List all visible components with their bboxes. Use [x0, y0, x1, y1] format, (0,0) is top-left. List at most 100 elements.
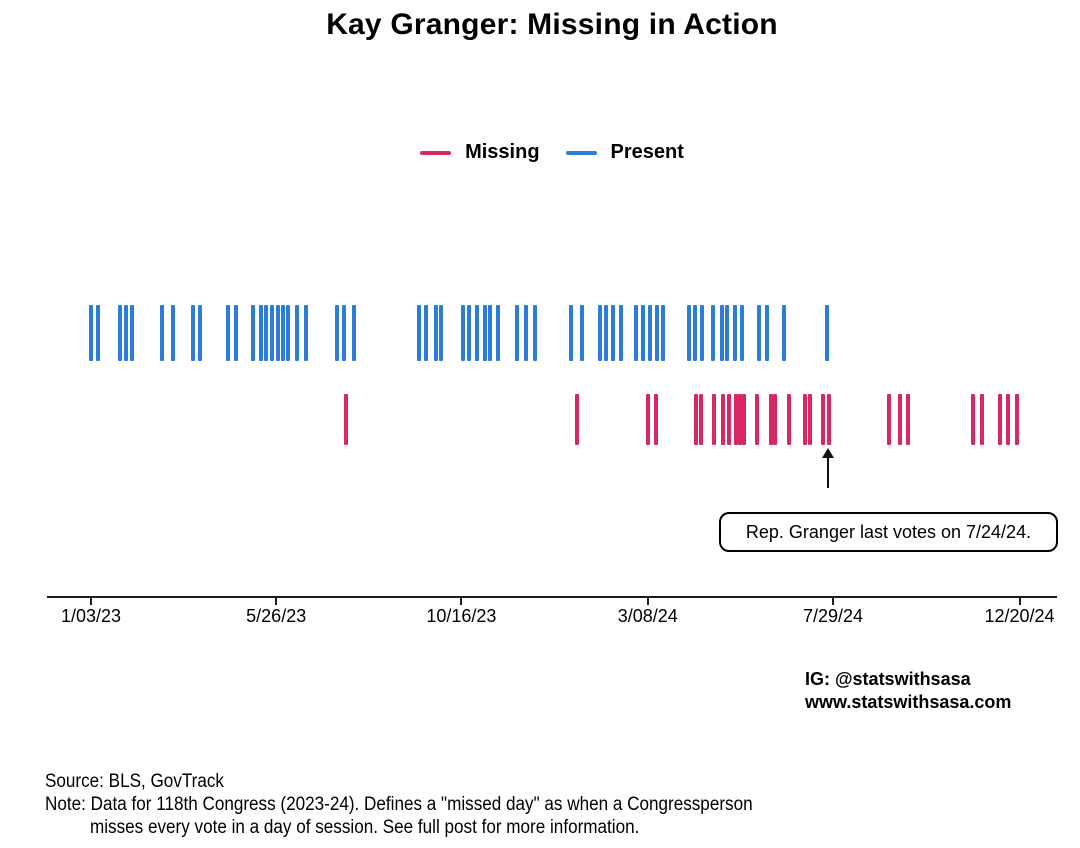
- present-day-tick: [226, 305, 231, 361]
- present-day-tick: [687, 305, 692, 361]
- x-axis-tick-mark: [1018, 598, 1021, 605]
- website-url: www.statswithsasa.com: [805, 692, 1012, 712]
- missing-day-tick: [827, 394, 832, 445]
- missing-day-tick: [898, 394, 903, 445]
- present-day-tick: [597, 305, 602, 361]
- present-day-tick: [634, 305, 639, 361]
- present-day-tick: [781, 305, 786, 361]
- present-day-tick: [604, 305, 609, 361]
- present-day-tick: [124, 305, 128, 361]
- missing-day-tick: [886, 394, 891, 445]
- present-day-tick: [757, 305, 762, 361]
- present-day-tick: [95, 305, 100, 361]
- present-day-tick: [438, 305, 443, 361]
- annotation-box: Rep. Granger last votes on 7/24/24.: [719, 512, 1058, 552]
- x-axis-tick-mark: [832, 598, 834, 605]
- missing-day-tick: [1005, 394, 1010, 445]
- x-axis-line: [47, 596, 1057, 598]
- present-day-tick: [258, 305, 263, 361]
- x-axis-tick-label: 1/03/23: [60, 606, 122, 626]
- present-day-tick: [524, 305, 529, 361]
- present-day-tick: [740, 305, 745, 361]
- present-day-tick: [234, 305, 238, 361]
- missing-day-tick: [768, 394, 773, 445]
- present-day-tick: [610, 305, 615, 361]
- missing-day-tick: [698, 394, 703, 445]
- missing-day-tick: [733, 394, 738, 445]
- x-axis-tick-mark: [275, 598, 278, 605]
- annotation-arrow-line: [827, 456, 829, 488]
- legend-label-present: Present: [610, 141, 684, 163]
- present-day-tick: [275, 305, 280, 361]
- present-day-tick: [285, 305, 290, 361]
- present-day-tick: [724, 305, 729, 361]
- present-day-tick: [433, 305, 438, 361]
- present-day-tick: [250, 305, 255, 361]
- missing-day-tick: [970, 394, 975, 445]
- present-day-tick: [648, 305, 653, 361]
- present-day-tick: [654, 305, 659, 361]
- present-day-tick: [569, 305, 574, 361]
- credits: IG: @statswithsasa www.statswithsasa.com: [805, 668, 1011, 714]
- legend-item-present: Present: [565, 141, 684, 164]
- present-day-tick: [280, 305, 285, 361]
- present-day-tick: [618, 305, 623, 361]
- missing-day-tick: [998, 394, 1003, 445]
- missing-day-tick: [807, 394, 812, 445]
- present-day-tick: [170, 305, 175, 361]
- missing-day-tick: [754, 394, 759, 445]
- present-day-tick: [515, 305, 519, 361]
- missing-day-tick: [574, 394, 579, 445]
- missing-day-tick: [820, 394, 825, 445]
- chart-title: Kay Granger: Missing in Action: [326, 8, 778, 41]
- present-day-tick: [270, 305, 275, 361]
- x-axis-tick-mark: [646, 598, 649, 605]
- present-day-tick: [824, 305, 829, 361]
- present-day-tick: [416, 305, 421, 361]
- missing-day-tick: [727, 394, 732, 445]
- missing-day-tick: [645, 394, 650, 445]
- method-note-line1: Note: Data for 118th Congress (2023-24).…: [45, 794, 753, 815]
- missing-day-tick: [344, 394, 349, 445]
- missing-day-tick: [737, 394, 742, 445]
- x-axis-tick-label: 10/16/23: [426, 606, 497, 626]
- missing-day-tick: [653, 394, 658, 445]
- missing-day-tick: [1014, 394, 1019, 445]
- present-day-tick: [732, 305, 737, 361]
- x-axis-tick-mark: [90, 598, 92, 605]
- present-day-tick: [294, 305, 299, 361]
- missing-day-tick: [906, 394, 911, 445]
- missing-day-tick: [720, 394, 725, 445]
- present-day-tick: [117, 305, 122, 361]
- present-day-tick: [640, 305, 645, 361]
- present-day-tick: [579, 305, 584, 361]
- x-axis-tick-label: 3/08/24: [617, 606, 678, 626]
- legend-item-missing: Missing: [420, 141, 540, 164]
- present-day-tick: [467, 305, 472, 361]
- present-day-tick: [191, 305, 196, 361]
- present-day-tick: [304, 305, 308, 361]
- present-day-tick: [341, 305, 346, 361]
- missing-day-tick: [802, 394, 807, 445]
- present-day-tick: [474, 305, 479, 361]
- legend-label-missing: Missing: [465, 141, 540, 163]
- missing-day-tick: [979, 394, 984, 445]
- present-day-tick: [765, 305, 769, 361]
- x-axis-tick-label: 5/26/23: [246, 606, 307, 626]
- x-axis-tick-label: 7/29/24: [802, 606, 864, 626]
- present-line-swatch: [565, 150, 597, 155]
- present-day-tick: [263, 305, 268, 361]
- present-day-tick: [160, 305, 165, 361]
- present-day-tick: [719, 305, 724, 361]
- missing-line-swatch: [420, 150, 452, 155]
- present-day-tick: [487, 305, 492, 361]
- present-day-tick: [533, 305, 538, 361]
- missing-day-tick: [693, 394, 698, 445]
- present-day-tick: [460, 305, 465, 361]
- method-note-line2: misses every vote in a day of session. S…: [90, 817, 640, 838]
- missing-day-tick: [772, 394, 777, 445]
- missing-day-tick: [787, 394, 791, 445]
- x-axis-tick-mark: [460, 598, 463, 605]
- source-note: Source: BLS, GovTrack: [45, 771, 224, 792]
